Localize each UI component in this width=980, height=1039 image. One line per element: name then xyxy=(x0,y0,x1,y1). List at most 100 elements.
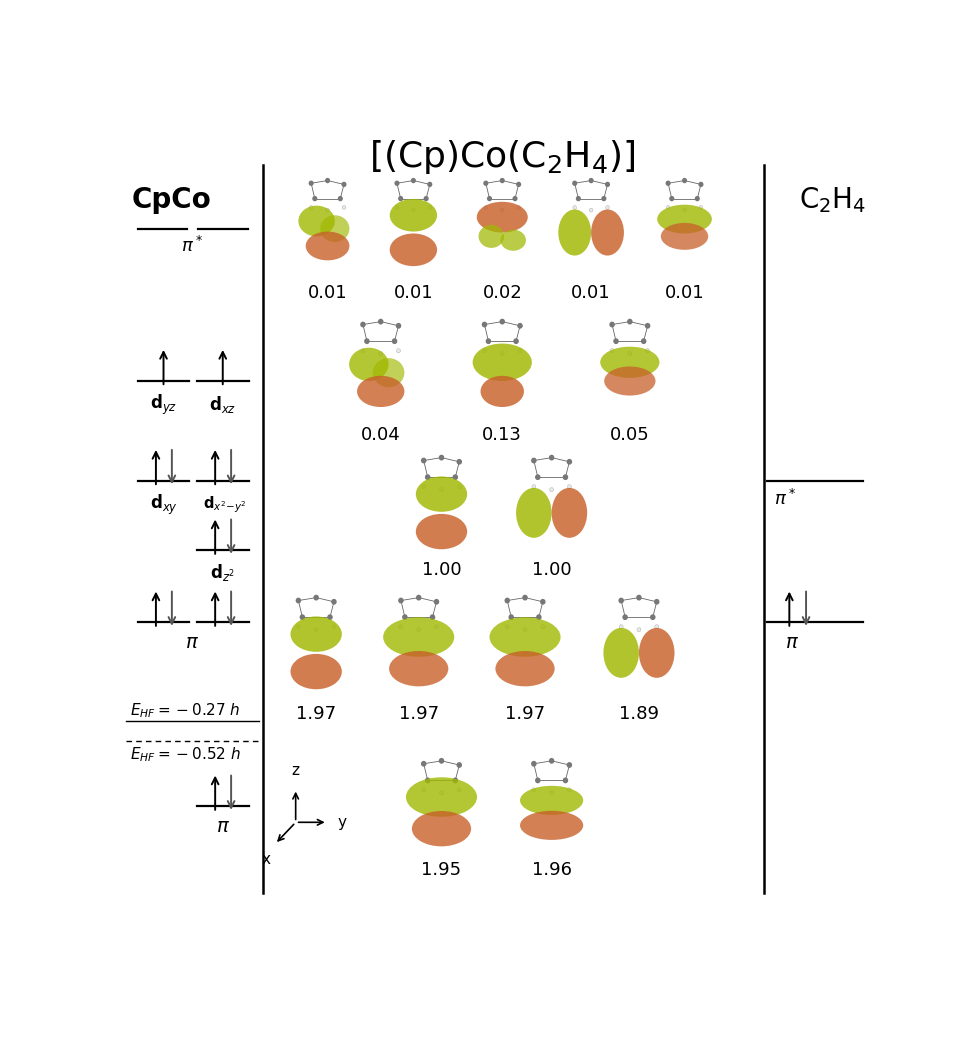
Ellipse shape xyxy=(496,651,555,687)
Ellipse shape xyxy=(482,349,486,353)
Ellipse shape xyxy=(604,628,639,677)
Ellipse shape xyxy=(327,614,333,620)
Ellipse shape xyxy=(516,182,521,187)
Ellipse shape xyxy=(395,206,399,209)
Ellipse shape xyxy=(682,178,687,183)
Text: $\pi^*$: $\pi^*$ xyxy=(181,236,204,257)
Ellipse shape xyxy=(650,614,656,620)
Ellipse shape xyxy=(550,791,554,795)
Ellipse shape xyxy=(396,323,401,328)
Ellipse shape xyxy=(637,628,641,632)
Ellipse shape xyxy=(589,208,593,212)
Text: $\mathbf{d}_{xy}$: $\mathbf{d}_{xy}$ xyxy=(150,492,177,516)
Ellipse shape xyxy=(665,181,670,186)
Ellipse shape xyxy=(392,339,397,344)
Text: 0.01: 0.01 xyxy=(664,284,705,301)
Ellipse shape xyxy=(298,206,335,236)
Ellipse shape xyxy=(389,651,448,687)
Ellipse shape xyxy=(500,319,505,324)
Ellipse shape xyxy=(315,628,318,632)
Ellipse shape xyxy=(611,349,614,353)
Ellipse shape xyxy=(332,624,336,629)
Ellipse shape xyxy=(439,791,444,795)
Ellipse shape xyxy=(439,455,444,460)
Text: $E_{HF}= -0.52\ h$: $E_{HF}= -0.52\ h$ xyxy=(130,745,241,764)
Ellipse shape xyxy=(531,457,537,463)
Ellipse shape xyxy=(406,777,477,817)
Ellipse shape xyxy=(606,206,610,209)
Ellipse shape xyxy=(314,594,318,601)
Ellipse shape xyxy=(425,474,430,480)
Ellipse shape xyxy=(619,624,623,629)
Ellipse shape xyxy=(535,474,541,480)
Ellipse shape xyxy=(402,614,408,620)
Text: 1.97: 1.97 xyxy=(296,705,336,723)
Ellipse shape xyxy=(658,205,711,234)
Ellipse shape xyxy=(421,484,425,488)
Ellipse shape xyxy=(434,624,438,629)
Ellipse shape xyxy=(531,761,537,767)
Ellipse shape xyxy=(416,514,467,550)
Ellipse shape xyxy=(390,234,437,266)
Ellipse shape xyxy=(458,484,462,488)
Ellipse shape xyxy=(600,347,660,378)
Ellipse shape xyxy=(423,196,428,202)
Ellipse shape xyxy=(349,348,389,381)
Ellipse shape xyxy=(636,594,642,601)
Ellipse shape xyxy=(378,351,383,355)
Ellipse shape xyxy=(378,319,383,324)
Ellipse shape xyxy=(458,788,462,792)
Ellipse shape xyxy=(434,598,439,605)
Ellipse shape xyxy=(549,757,555,764)
Text: 0.01: 0.01 xyxy=(571,284,611,301)
Ellipse shape xyxy=(655,624,659,629)
Ellipse shape xyxy=(338,196,343,202)
Ellipse shape xyxy=(457,459,462,464)
Ellipse shape xyxy=(536,614,542,620)
Ellipse shape xyxy=(646,349,650,353)
Ellipse shape xyxy=(605,367,656,396)
Text: $\pi$: $\pi$ xyxy=(185,633,199,651)
Ellipse shape xyxy=(425,777,430,783)
Ellipse shape xyxy=(421,788,425,792)
Ellipse shape xyxy=(484,206,488,209)
Text: 0.01: 0.01 xyxy=(394,284,433,301)
Ellipse shape xyxy=(430,614,435,620)
Text: 1.00: 1.00 xyxy=(532,561,571,580)
Text: 1.00: 1.00 xyxy=(421,561,462,580)
Ellipse shape xyxy=(342,206,346,209)
Ellipse shape xyxy=(365,339,369,344)
Text: 1.97: 1.97 xyxy=(505,705,545,723)
Ellipse shape xyxy=(411,178,416,183)
Ellipse shape xyxy=(357,376,405,407)
Ellipse shape xyxy=(613,339,618,344)
Ellipse shape xyxy=(501,208,504,212)
Ellipse shape xyxy=(398,196,403,202)
Text: $\pi$: $\pi$ xyxy=(785,633,800,651)
Ellipse shape xyxy=(532,484,536,488)
Ellipse shape xyxy=(506,624,510,629)
Ellipse shape xyxy=(361,349,365,353)
Ellipse shape xyxy=(421,761,426,767)
Ellipse shape xyxy=(645,323,651,328)
Ellipse shape xyxy=(489,617,561,657)
Ellipse shape xyxy=(421,457,426,463)
Ellipse shape xyxy=(480,376,524,407)
Text: 1.97: 1.97 xyxy=(399,705,439,723)
Ellipse shape xyxy=(383,617,455,657)
Text: $E_{HF}= -0.27\ h$: $E_{HF}= -0.27\ h$ xyxy=(130,701,240,720)
Text: z: z xyxy=(292,764,300,778)
Text: y: y xyxy=(337,815,347,830)
Ellipse shape xyxy=(563,474,568,480)
Ellipse shape xyxy=(341,182,347,187)
Ellipse shape xyxy=(412,811,471,847)
Ellipse shape xyxy=(439,487,444,491)
Ellipse shape xyxy=(532,788,536,792)
Ellipse shape xyxy=(567,788,571,792)
Ellipse shape xyxy=(416,594,421,601)
Text: 0.13: 0.13 xyxy=(482,426,522,444)
Text: CpCo: CpCo xyxy=(132,186,212,214)
Text: $\mathbf{d}_{z^2}$: $\mathbf{d}_{z^2}$ xyxy=(211,562,235,583)
Ellipse shape xyxy=(540,598,546,605)
Ellipse shape xyxy=(622,614,628,620)
